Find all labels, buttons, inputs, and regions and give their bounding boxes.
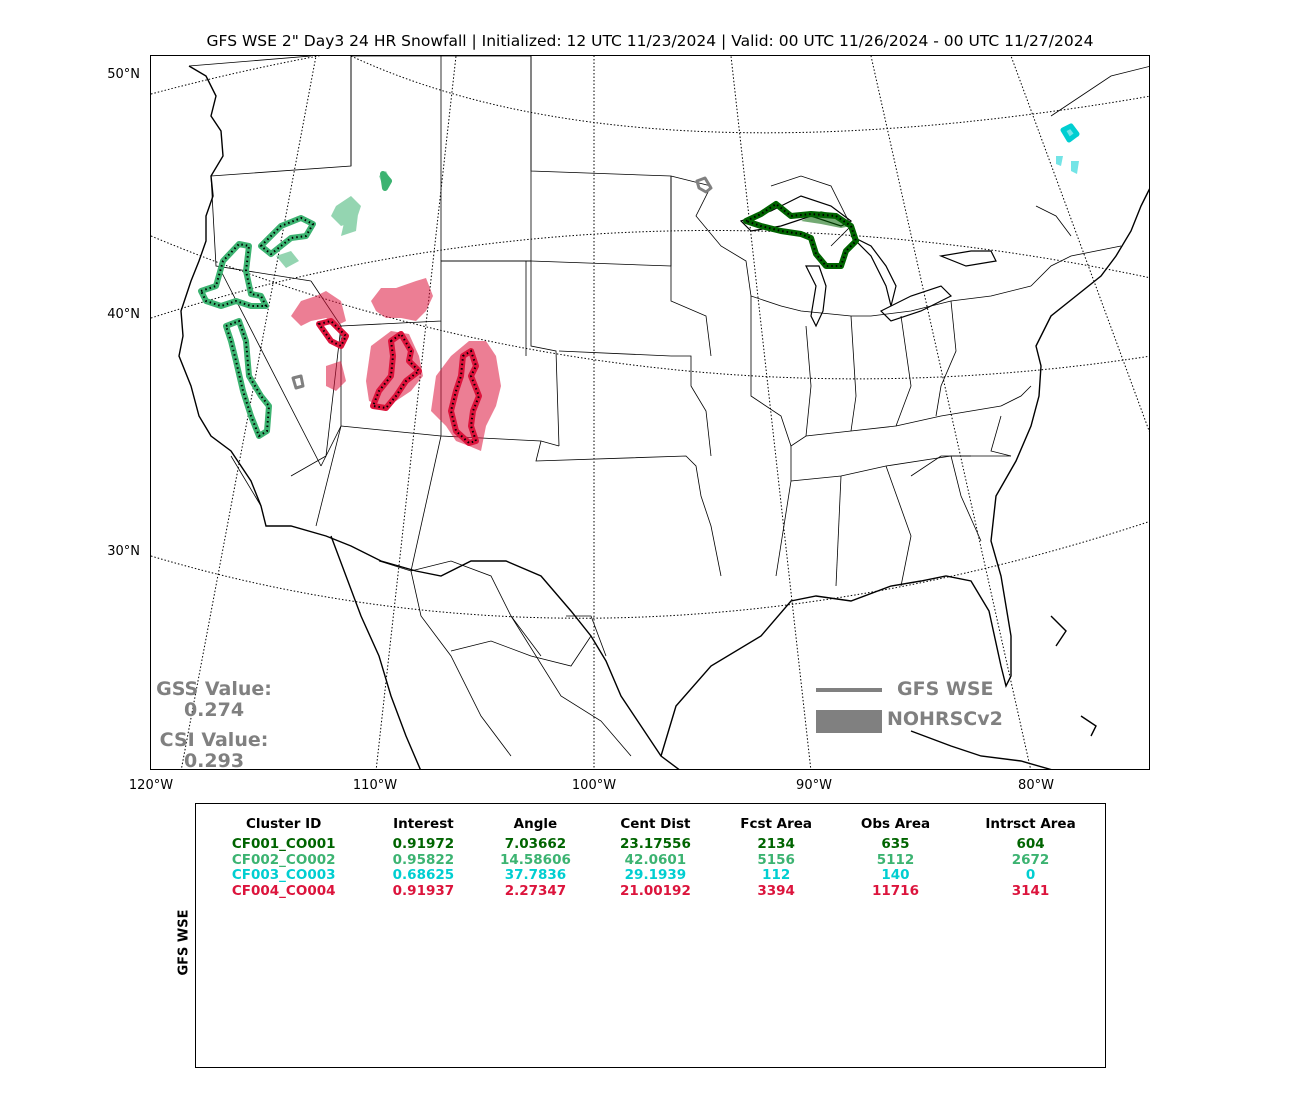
observed-cluster-4b bbox=[371, 278, 433, 321]
gss-value: 0.274 bbox=[183, 699, 245, 721]
forecast-cluster-1 bbox=[743, 201, 859, 269]
table-cell: CF001_CO001 bbox=[231, 836, 336, 852]
forecast-contours bbox=[198, 123, 1080, 446]
map-canvas bbox=[151, 56, 1149, 769]
table-cell: 0.91972 bbox=[392, 836, 455, 852]
forecast-cluster-3 bbox=[1060, 123, 1080, 143]
gss-score: GSS Value: 0.274 bbox=[139, 679, 289, 721]
table-row: CF001_CO001 0.91972 7.03662 23.17556 2134 635… bbox=[196, 836, 1107, 853]
observed-cluster-4d bbox=[431, 341, 501, 451]
legend-observed-label: NOHRSCv2 bbox=[887, 708, 1003, 730]
map-title: GFS WSE 2" Day3 24 HR Snowfall | Initial… bbox=[206, 32, 1094, 50]
state-boundaries bbox=[188, 56, 1149, 757]
observed-cluster-2b bbox=[276, 251, 299, 268]
header-cluster-id: Cluster ID bbox=[245, 816, 322, 832]
lon-label-120: 120°W bbox=[128, 778, 174, 793]
table-cell: 2.27347 bbox=[504, 882, 567, 899]
csi-value: 0.293 bbox=[183, 750, 245, 772]
table-cell: 2672 bbox=[1011, 851, 1050, 868]
lon-label-110: 110°W bbox=[352, 778, 398, 793]
table-cell: 112 bbox=[762, 867, 791, 883]
snowfall-map bbox=[150, 55, 1150, 770]
lat-label-40: 40°N bbox=[107, 307, 140, 322]
table-cell: 7.03662 bbox=[504, 836, 567, 852]
table-row: CF004_CO004 0.91937 2.27347 21.00192 3394 117… bbox=[196, 882, 1107, 900]
lon-label-80: 80°W bbox=[1018, 778, 1054, 793]
csi-label: CSI Value: bbox=[159, 729, 269, 751]
table-cell: 0.68625 bbox=[392, 867, 455, 883]
table-cell: 11716 bbox=[872, 882, 919, 899]
header-cent-dist: Cent Dist bbox=[620, 816, 691, 832]
table-cell: 21.00192 bbox=[619, 882, 691, 899]
forecast-unmatched-2 bbox=[291, 374, 305, 390]
table-cell: 3394 bbox=[757, 882, 795, 899]
table-cell: 0 bbox=[1025, 867, 1036, 883]
observed-cluster-4a bbox=[291, 291, 346, 326]
legend-observed-swatch bbox=[816, 710, 882, 733]
legend bbox=[816, 688, 882, 733]
table-cell: 23.17556 bbox=[619, 836, 691, 852]
header-obs-area: Obs Area bbox=[860, 816, 931, 832]
lon-label-90: 90°W bbox=[796, 778, 832, 793]
gss-label: GSS Value: bbox=[156, 678, 272, 700]
table-cell: 604 bbox=[1016, 836, 1045, 852]
forecast-cluster-2d bbox=[380, 171, 392, 191]
stats-body: CF001_CO001 0.91972 7.03662 23.17556 2134 635… bbox=[196, 836, 1107, 900]
forecast-cluster-2b bbox=[198, 241, 269, 309]
table-row: CF002_CO002 0.95822 14.58606 42.0601 5156 511… bbox=[196, 851, 1107, 869]
table-cell: 5156 bbox=[757, 851, 795, 868]
table-cell: 140 bbox=[881, 867, 910, 883]
stats-table: Cluster ID Interest Angle Cent Dist Fcst… bbox=[196, 816, 1107, 899]
table-row: CF003_CO003 0.68625 37.7836 29.1939 112 140 0 bbox=[196, 867, 1107, 884]
great-lakes bbox=[739, 195, 997, 328]
table-cell: 0.95822 bbox=[392, 851, 455, 868]
observed-cluster-4e bbox=[326, 361, 346, 391]
csi-score: CSI Value: 0.293 bbox=[139, 730, 289, 772]
table-cell: 14.58606 bbox=[499, 851, 571, 868]
table-cell: 29.1939 bbox=[624, 867, 687, 883]
table-cell: 2134 bbox=[757, 836, 795, 852]
table-cell: CF004_CO004 bbox=[231, 882, 336, 899]
header-interest: Interest bbox=[393, 816, 454, 832]
header-angle: Angle bbox=[513, 816, 558, 832]
observed-cluster-2 bbox=[331, 171, 391, 236]
table-cell: 635 bbox=[881, 836, 910, 852]
table-cell: CF002_CO002 bbox=[231, 851, 336, 868]
table-cell: 37.7836 bbox=[504, 867, 567, 883]
stats-header-row: Cluster ID Interest Angle Cent Dist Fcst… bbox=[196, 816, 1107, 837]
table-cell: 0.91937 bbox=[392, 882, 455, 899]
table-cell: 5112 bbox=[876, 851, 915, 868]
graticule bbox=[151, 56, 1149, 769]
forecast-unmatched-1 bbox=[695, 176, 713, 194]
table-cell: CF003_CO003 bbox=[231, 867, 336, 883]
forecast-dots bbox=[199, 202, 858, 445]
lat-label-50: 50°N bbox=[107, 67, 140, 82]
header-intrsct-area: Intrsct Area bbox=[985, 816, 1076, 832]
lon-label-100: 100°W bbox=[571, 778, 617, 793]
lat-label-30: 30°N bbox=[107, 544, 140, 559]
coastline bbox=[178, 65, 1149, 769]
observed-areas bbox=[276, 126, 1079, 451]
header-fcst-area: Fcst Area bbox=[740, 816, 813, 832]
table-cell: 42.0601 bbox=[624, 851, 687, 868]
table-cell: 3141 bbox=[1011, 882, 1050, 899]
legend-forecast-label: GFS WSE bbox=[897, 678, 994, 700]
stats-side-label: GFS WSE bbox=[176, 909, 192, 976]
stats-panel: Cluster ID Interest Angle Cent Dist Fcst… bbox=[195, 803, 1106, 1068]
